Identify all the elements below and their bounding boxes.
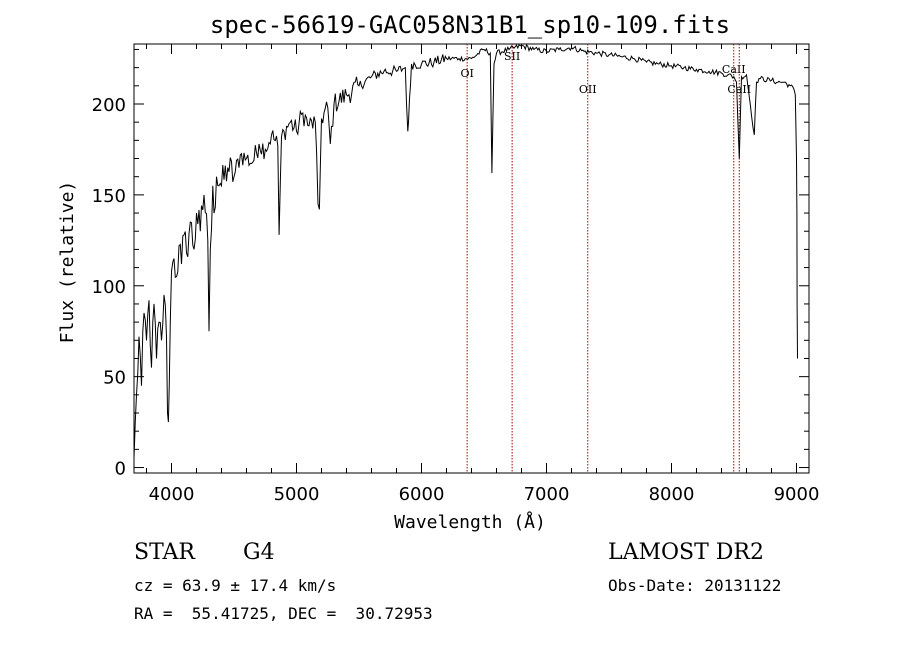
plot-area: 4000 5000 6000 7000 8000 9000 0 50 100 150 200 CaII… — [92, 43, 820, 505]
observation-date: Obs-Date: 20131122 — [608, 576, 782, 595]
spectrum-line — [133, 44, 798, 459]
ra-dec: RA = 55.41725, DEC = 30.72953 — [134, 604, 433, 623]
line-marker-label-oii: OII — [579, 83, 597, 96]
y-tick-label-200: 200 — [92, 95, 126, 116]
redshift-velocity: cz = 63.9 ± 17.4 km/s — [134, 576, 337, 595]
plot-frame — [133, 43, 810, 474]
x-tick-label-8000: 8000 — [649, 484, 695, 505]
y-tick-label-150: 150 — [92, 186, 126, 207]
y-tick-label-50: 50 — [103, 368, 126, 389]
line-marker-label-oi: OI — [460, 67, 473, 80]
y-tick-label-0: 0 — [115, 459, 126, 480]
object-subclass: G4 — [243, 540, 275, 565]
line-marker-label-sii: SII — [504, 50, 520, 63]
line-marker-label-caii: CaII — [722, 63, 746, 76]
y-axis-label: Flux (relative) — [57, 181, 78, 344]
survey-name: LAMOST DR2 — [608, 540, 764, 565]
object-class: STAR — [134, 540, 195, 565]
x-axis-label: Wavelength (Å) — [394, 511, 546, 533]
x-tick-label-4000: 4000 — [149, 484, 195, 505]
x-tick-label-6000: 6000 — [399, 484, 445, 505]
x-tick-label-7000: 7000 — [524, 484, 570, 505]
x-tick-label-5000: 5000 — [274, 484, 320, 505]
chart-title: spec-56619-GAC058N31B1_sp10-109.fits — [210, 11, 730, 39]
x-tick-label-9000: 9000 — [774, 484, 820, 505]
y-tick-label-100: 100 — [92, 277, 126, 298]
line-marker-label-caii: CaII — [727, 83, 751, 96]
